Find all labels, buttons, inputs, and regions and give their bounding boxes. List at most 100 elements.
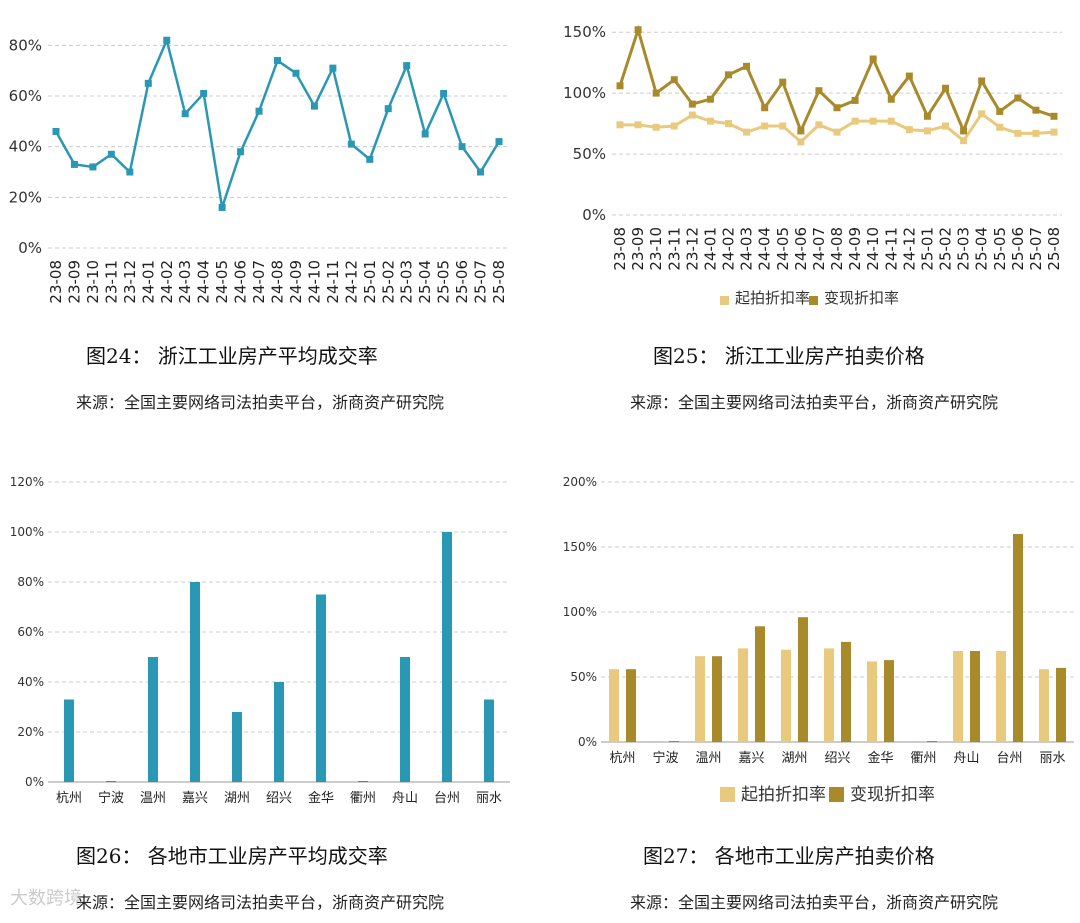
x-tick-label: 台州 <box>434 791 460 806</box>
y-tick-label: 0% <box>18 239 42 257</box>
data-point <box>1050 112 1058 120</box>
x-tick-label: 24-10 <box>864 227 882 271</box>
data-point <box>978 77 986 85</box>
x-tick-label: 25-01 <box>361 260 379 304</box>
chart-fig25: 0%50%100%150%23-08 23-09 23-10 23-11 23-12 24… <box>563 23 1063 307</box>
y-tick-label: 100% <box>10 525 44 539</box>
x-tick-label: 25-07 <box>1027 227 1045 271</box>
x-tick-label: 丽水 <box>476 791 502 806</box>
y-tick-label: 0% <box>25 775 44 789</box>
x-tick-label: 宁波 <box>98 790 124 806</box>
y-tick-label: 40% <box>9 138 42 156</box>
y-tick-label: 80% <box>9 36 42 54</box>
data-point <box>706 95 714 103</box>
data-point <box>384 105 392 113</box>
data-point <box>743 128 751 136</box>
y-tick-label: 80% <box>17 575 44 589</box>
data-point <box>851 117 859 125</box>
x-tick-label: 24-02 <box>720 227 738 271</box>
bar <box>884 660 894 742</box>
bar <box>910 741 920 742</box>
x-tick-label: 25-03 <box>955 227 973 271</box>
bar <box>927 741 937 742</box>
x-tick-label: 24-07 <box>250 260 268 304</box>
x-tick-label: 丽水 <box>1039 751 1065 766</box>
data-point <box>761 122 769 130</box>
x-tick-label: 24-12 <box>342 260 360 304</box>
x-tick-label: 25-04 <box>416 260 434 304</box>
legend-label: 起拍折扣率 <box>735 289 810 307</box>
x-tick-label: 24-07 <box>810 227 828 271</box>
source-note-fig24: 来源：全国主要网络司法拍卖平台，浙商资产研究院 <box>76 393 445 412</box>
bar <box>669 741 679 742</box>
data-point <box>329 64 337 72</box>
x-tick-label: 24-03 <box>738 227 756 271</box>
x-tick-label: 25-01 <box>918 227 936 271</box>
data-point <box>310 102 318 110</box>
x-tick-label: 23-10 <box>647 227 665 271</box>
x-tick-label: 宁波 <box>652 750 678 766</box>
data-point <box>761 104 769 112</box>
data-point <box>652 123 660 131</box>
y-tick-label: 50% <box>573 145 606 163</box>
bar <box>484 699 494 782</box>
data-point <box>218 203 226 211</box>
y-tick-label: 150% <box>563 23 606 41</box>
caption-fig25: 图25： 浙江工业房产拍卖价格 <box>653 344 925 368</box>
chart-fig24: 0%20%40%60%80%23-08 23-09 23-10 23-11 23-12 2… <box>9 36 508 304</box>
legend-swatch <box>809 296 818 305</box>
legend-swatch <box>829 787 844 802</box>
data-point <box>1032 129 1040 137</box>
x-tick-label: 24-06 <box>792 227 810 271</box>
y-tick-label: 150% <box>563 540 597 554</box>
data-point <box>815 121 823 129</box>
data-point <box>779 78 787 86</box>
x-tick-label: 23-09 <box>629 227 647 271</box>
x-tick-label: 23-12 <box>121 260 139 304</box>
x-tick-label: 24-01 <box>139 260 157 304</box>
data-point <box>905 72 913 80</box>
data-point <box>1014 129 1022 137</box>
source-note-fig26: 来源：全国主要网络司法拍卖平台，浙商资产研究院 <box>76 893 445 912</box>
x-tick-label: 24-11 <box>324 260 342 304</box>
x-tick-label: 24-11 <box>882 227 900 271</box>
legend-label: 变现折扣率 <box>824 289 899 307</box>
x-tick-label: 杭州 <box>56 791 82 806</box>
data-point <box>652 89 660 97</box>
x-tick-label: 25-02 <box>379 260 397 304</box>
bar <box>695 656 705 742</box>
bar <box>738 648 748 742</box>
data-point <box>887 95 895 103</box>
x-tick-label: 24-09 <box>846 227 864 271</box>
bar <box>755 626 765 742</box>
x-tick-label: 23-11 <box>102 260 120 304</box>
data-point <box>89 163 97 171</box>
x-tick-label: 23-09 <box>65 260 83 304</box>
data-point <box>1050 128 1058 136</box>
data-point <box>851 96 859 104</box>
x-tick-label: 24-05 <box>213 260 231 304</box>
y-tick-label: 20% <box>17 725 44 739</box>
data-point <box>440 89 448 97</box>
x-tick-label: 舟山 <box>392 791 418 806</box>
bar <box>1039 669 1049 742</box>
source-note-fig25: 来源：全国主要网络司法拍卖平台，浙商资产研究院 <box>630 393 999 412</box>
data-point <box>292 69 300 77</box>
y-tick-label: 60% <box>9 87 42 105</box>
bar <box>781 649 791 742</box>
bar <box>626 669 636 742</box>
x-tick-label: 杭州 <box>609 751 635 766</box>
data-point <box>869 117 877 125</box>
data-point <box>52 127 60 135</box>
bar <box>232 712 242 782</box>
x-tick-label: 24-04 <box>195 260 213 304</box>
x-tick-label: 24-10 <box>305 260 323 304</box>
x-tick-label: 25-03 <box>398 260 416 304</box>
data-point <box>797 138 805 146</box>
caption-fig27: 图27： 各地市工业房产拍卖价格 <box>643 844 935 868</box>
data-point <box>978 110 986 118</box>
x-tick-label: 25-08 <box>1045 227 1063 271</box>
x-tick-label: 湖州 <box>224 791 250 806</box>
y-tick-label: 100% <box>563 605 597 619</box>
data-point <box>347 140 355 148</box>
